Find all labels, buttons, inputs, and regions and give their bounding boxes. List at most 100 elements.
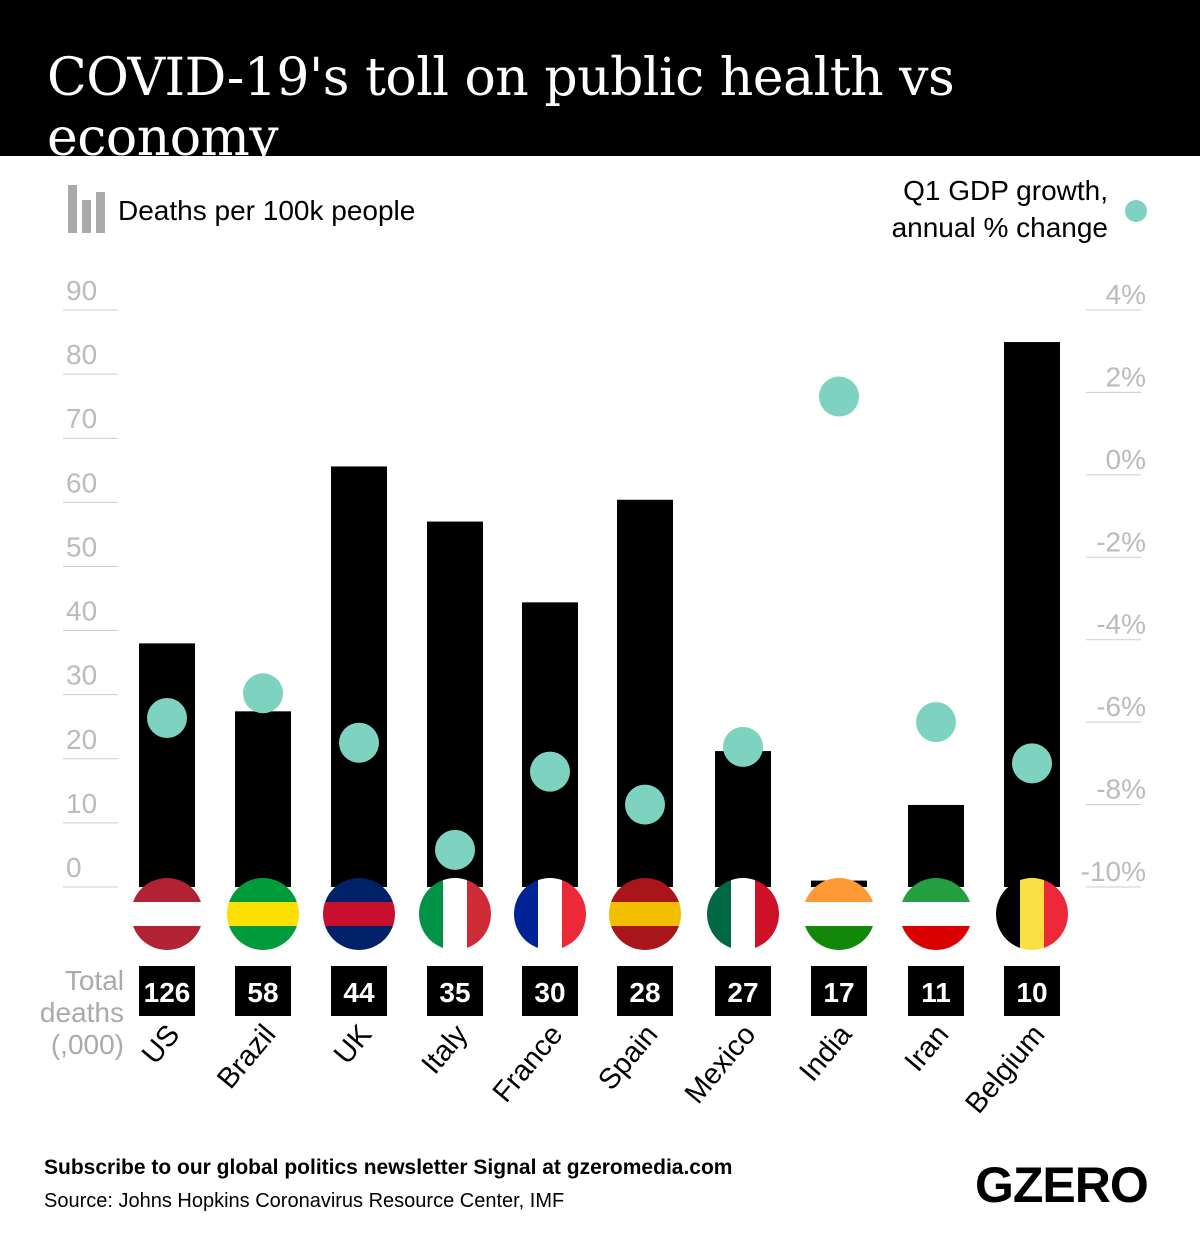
bar-uk xyxy=(331,466,387,887)
chart-title: COVID-19's toll on public health vs econ… xyxy=(47,48,955,168)
country-label: Mexico xyxy=(679,1019,763,1110)
right-tick-label: -10% xyxy=(1081,856,1146,887)
right-tick-label: -6% xyxy=(1096,691,1146,722)
gdp-dot-india xyxy=(819,376,859,417)
flag-belgium-icon xyxy=(996,878,1020,950)
flag-mexico-icon xyxy=(707,878,731,950)
total-deaths-value: 27 xyxy=(727,977,758,1008)
left-tick-label: 50 xyxy=(66,531,97,562)
total-deaths-box xyxy=(427,966,483,1016)
flag-iran-icon xyxy=(900,902,972,926)
country-label: India xyxy=(793,1018,858,1087)
total-deaths-value: 10 xyxy=(1016,977,1047,1008)
bar-belgium xyxy=(1004,342,1060,887)
total-deaths-box xyxy=(1004,966,1060,1016)
total-deaths-box xyxy=(617,966,673,1016)
total-deaths-value: 28 xyxy=(629,977,660,1008)
flag-france-icon xyxy=(538,878,562,950)
total-deaths-label: Total xyxy=(65,965,124,996)
gdp-dot-belgium xyxy=(1012,743,1052,784)
flag-us-icon xyxy=(131,926,203,950)
flag-india-icon xyxy=(803,926,875,950)
total-deaths-value: 17 xyxy=(823,977,854,1008)
legend-bar-icon xyxy=(82,200,91,233)
flag-india-icon xyxy=(803,902,875,926)
gdp-dot-spain xyxy=(625,784,665,825)
gdp-dot-brazil xyxy=(243,673,283,714)
flag-brazil-icon xyxy=(227,902,299,926)
gdp-dot-us xyxy=(147,698,187,739)
right-tick-label: 2% xyxy=(1106,361,1146,392)
flag-mexico-icon xyxy=(731,878,755,950)
country-label: Iran xyxy=(899,1019,956,1078)
right-tick-label: 4% xyxy=(1106,279,1146,310)
total-deaths-box xyxy=(811,966,867,1016)
country-label: UK xyxy=(328,1018,379,1070)
flag-spain-icon xyxy=(609,902,681,926)
header: COVID-19's toll on public health vs econ… xyxy=(0,0,1200,168)
flag-iran-icon xyxy=(900,926,972,950)
total-deaths-value: 58 xyxy=(247,977,278,1008)
flag-france-icon xyxy=(514,878,538,950)
total-deaths-box xyxy=(908,966,964,1016)
total-deaths-box xyxy=(522,966,578,1016)
gdp-dot-france xyxy=(530,751,570,792)
left-tick-label: 70 xyxy=(66,403,97,434)
flag-brazil-icon xyxy=(227,926,299,950)
bar-france xyxy=(522,602,578,887)
country-label: Brazil xyxy=(211,1019,282,1095)
left-tick-label: 90 xyxy=(66,275,97,306)
flag-belgium-icon xyxy=(1044,878,1068,950)
left-tick-label: 40 xyxy=(66,596,97,627)
total-deaths-value: 44 xyxy=(343,977,375,1008)
flag-belgium-icon xyxy=(1020,878,1044,950)
total-deaths-box xyxy=(715,966,771,1016)
total-deaths-value: 35 xyxy=(439,977,470,1008)
country-label: Italy xyxy=(416,1019,475,1081)
total-deaths-box xyxy=(139,966,195,1016)
total-deaths-value: 30 xyxy=(534,977,565,1008)
left-tick-label: 20 xyxy=(66,724,97,755)
left-legend: Deaths per 100k people xyxy=(118,195,415,226)
bar-italy xyxy=(427,521,483,887)
source-text: Source: Johns Hopkins Coronavirus Resour… xyxy=(44,1190,565,1212)
flag-italy-icon xyxy=(419,878,443,950)
left-tick-label: 80 xyxy=(66,339,97,370)
left-tick-label: 30 xyxy=(66,660,97,691)
left-tick-label: 10 xyxy=(66,788,97,819)
total-deaths-label: deaths xyxy=(40,997,124,1028)
right-tick-label: -4% xyxy=(1096,609,1146,640)
bar-us xyxy=(139,643,195,887)
flag-italy-icon xyxy=(443,878,467,950)
total-deaths-label: (,000) xyxy=(51,1029,124,1060)
total-deaths-value: 126 xyxy=(144,977,191,1008)
right-tick-label: 0% xyxy=(1106,444,1146,475)
total-deaths-box xyxy=(235,966,291,1016)
legend-dot-icon xyxy=(1125,200,1147,222)
country-label: Spain xyxy=(592,1019,664,1096)
bar-iran xyxy=(908,804,964,887)
gdp-dot-italy xyxy=(435,829,475,870)
bar-spain xyxy=(617,499,673,887)
right-tick-label: -8% xyxy=(1096,774,1146,805)
flag-us-icon xyxy=(131,902,203,926)
bar-brazil xyxy=(235,711,291,887)
legend-bar-icon xyxy=(96,192,105,233)
flag-mexico-icon xyxy=(755,878,779,950)
right-legend-line: annual % change xyxy=(892,212,1108,243)
gdp-dot-uk xyxy=(339,722,379,763)
gdp-dot-iran xyxy=(916,702,956,743)
flag-france-icon xyxy=(562,878,586,950)
total-deaths-box xyxy=(331,966,387,1016)
legend-bar-icon xyxy=(68,185,77,233)
flag-italy-icon xyxy=(467,878,491,950)
left-tick-label: 0 xyxy=(66,852,82,883)
subscribe-text: Subscribe to our global politics newslet… xyxy=(44,1156,733,1179)
gdp-dot-mexico xyxy=(723,726,763,767)
country-label: France xyxy=(487,1019,570,1109)
flag-uk-icon xyxy=(323,902,395,926)
total-deaths-value: 11 xyxy=(921,977,951,1008)
flag-spain-icon xyxy=(609,926,681,950)
gzero-logo: GZERO xyxy=(975,1157,1149,1213)
